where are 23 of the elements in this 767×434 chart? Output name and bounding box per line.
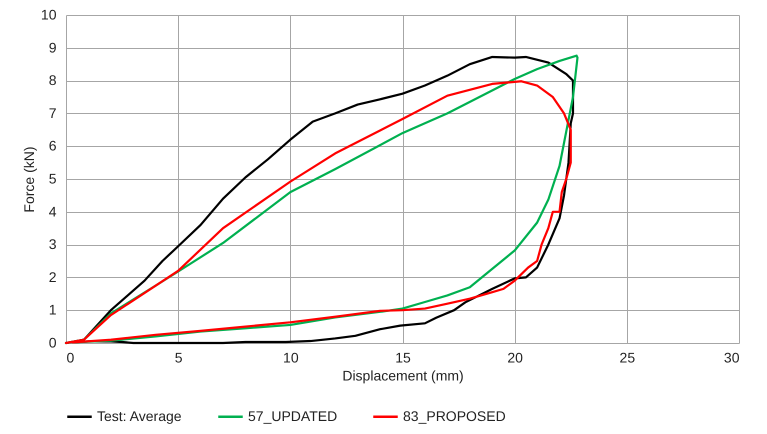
x-tick-label: 30: [724, 350, 740, 366]
x-tick-label: 20: [507, 350, 524, 366]
y-tick-label: 8: [48, 72, 57, 88]
y-tick-label: 5: [48, 170, 57, 186]
x-tick-label: 0: [66, 350, 74, 366]
y-tick-label: 1: [48, 302, 57, 318]
y-tick-label: 6: [48, 138, 57, 154]
y-tick-label: 9: [48, 39, 57, 56]
x-tick-label: 10: [283, 350, 299, 366]
x-tick-label: 25: [620, 350, 636, 366]
legend-label: 83_PROPOSED: [403, 408, 506, 424]
legend-label: 57_UPDATED: [248, 408, 338, 424]
x-tick-label: 5: [174, 350, 183, 366]
x-axis-title: Displacement (mm): [342, 368, 464, 384]
y-tick-label: 4: [48, 203, 57, 220]
x-tick-label: 15: [395, 350, 411, 366]
y-tick-label: 10: [40, 6, 57, 22]
y-axis-title: Force (kN): [20, 146, 37, 213]
y-tick-label: 0: [48, 334, 57, 350]
y-tick-label: 3: [48, 236, 57, 252]
y-tick-label: 2: [48, 268, 57, 285]
y-tick-label: 7: [48, 104, 57, 121]
legend-label: Test: Average: [97, 408, 182, 424]
